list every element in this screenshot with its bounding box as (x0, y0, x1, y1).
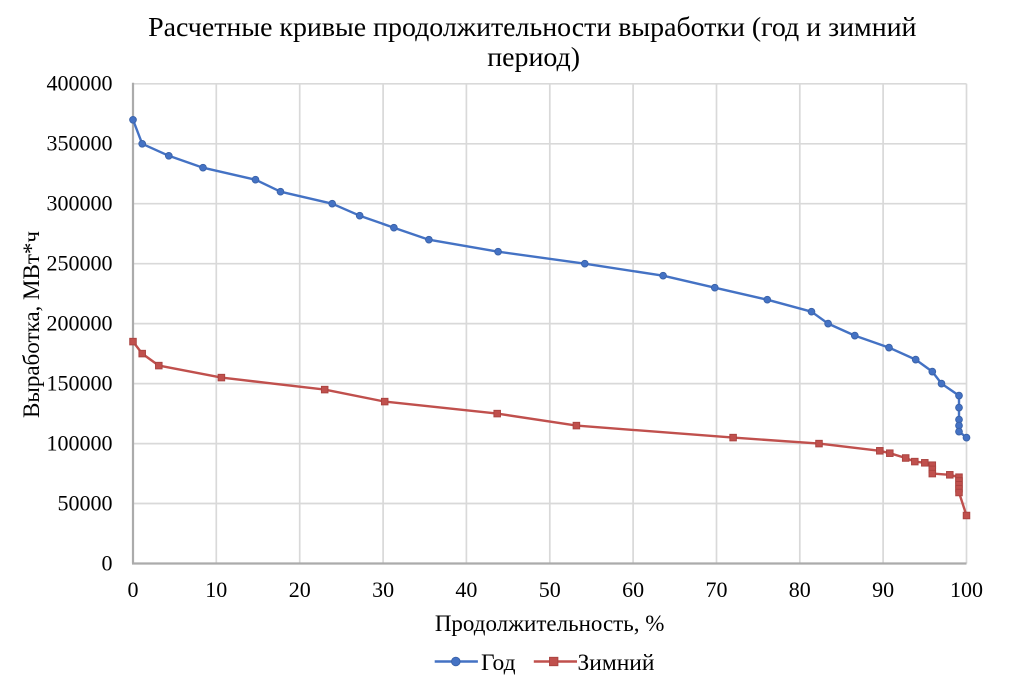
svg-text:30: 30 (372, 577, 394, 602)
svg-text:200000: 200000 (47, 310, 113, 335)
svg-text:350000: 350000 (47, 131, 113, 156)
svg-text:период): период) (487, 42, 580, 73)
svg-text:400000: 400000 (47, 71, 113, 96)
svg-text:50: 50 (539, 577, 561, 602)
svg-text:150000: 150000 (47, 370, 113, 395)
svg-text:Расчетные кривые продолжительн: Расчетные кривые продолжительности выраб… (148, 12, 916, 43)
svg-text:40: 40 (455, 577, 477, 602)
svg-text:Продолжительность, %: Продолжительность, % (435, 611, 665, 636)
svg-text:10: 10 (205, 577, 227, 602)
svg-text:300000: 300000 (47, 191, 113, 216)
svg-text:70: 70 (706, 577, 728, 602)
svg-text:Год: Год (481, 650, 516, 676)
svg-text:50000: 50000 (58, 490, 113, 515)
svg-text:80: 80 (789, 577, 811, 602)
svg-text:90: 90 (872, 577, 894, 602)
svg-text:0: 0 (128, 577, 139, 602)
svg-text:100: 100 (950, 577, 983, 602)
svg-text:60: 60 (622, 577, 644, 602)
svg-text:20: 20 (289, 577, 311, 602)
svg-text:100000: 100000 (47, 430, 113, 455)
svg-text:Выработка, МВт*ч: Выработка, МВт*ч (19, 231, 44, 418)
svg-text:0: 0 (102, 550, 113, 575)
svg-text:Зимний: Зимний (578, 650, 655, 676)
svg-text:250000: 250000 (47, 251, 113, 276)
